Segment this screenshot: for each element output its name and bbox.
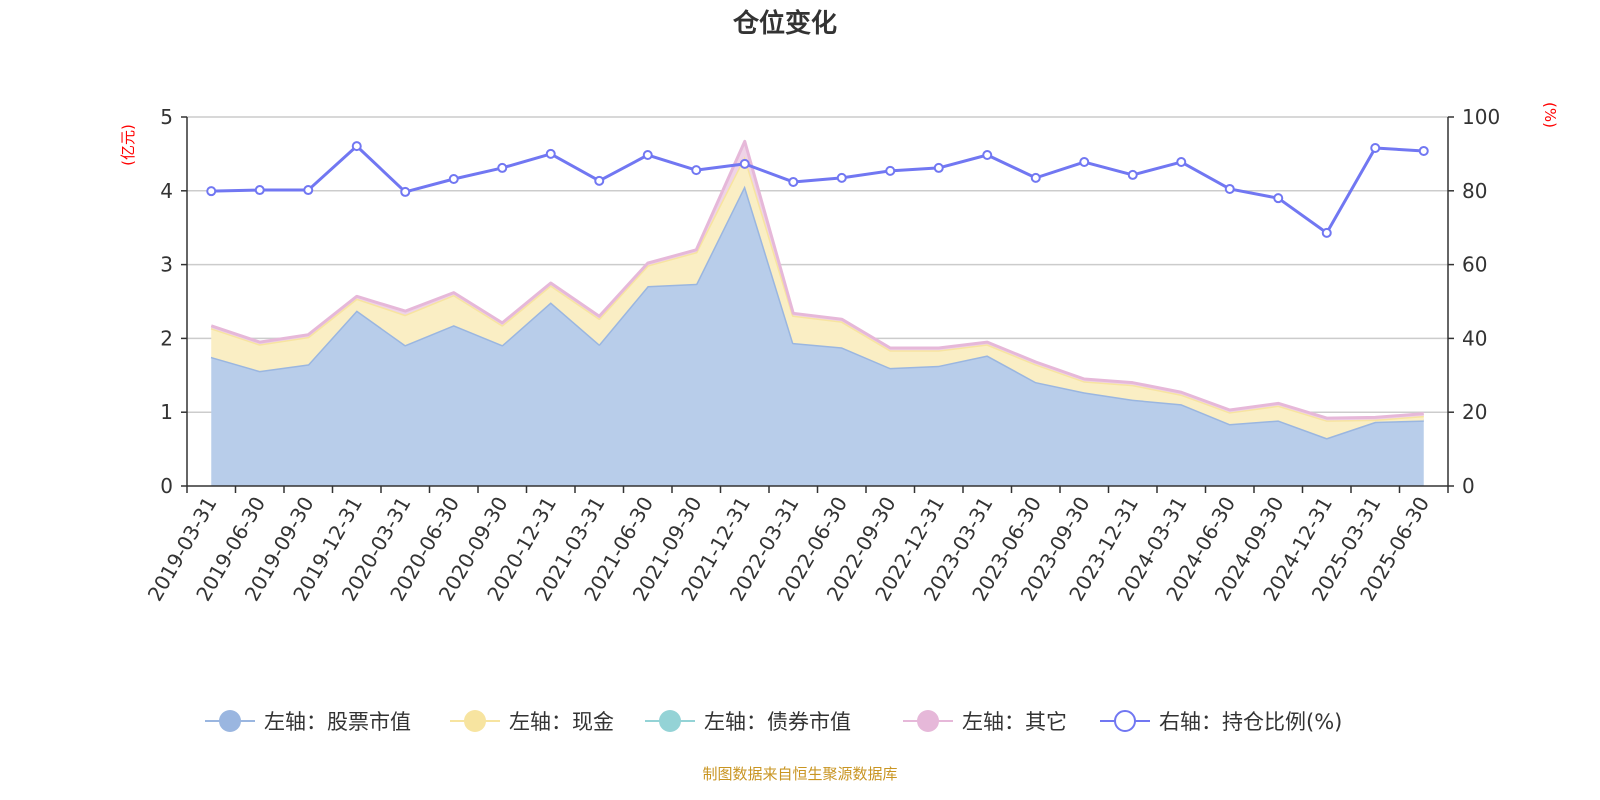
ratio-point <box>206 186 217 197</box>
ratio-point <box>400 186 411 197</box>
left-axis-tick-label: 2 <box>160 326 173 350</box>
ratio-point <box>351 141 362 152</box>
ratio-point <box>1176 157 1187 168</box>
legend-marker-icon <box>464 710 486 732</box>
ratio-point <box>254 185 265 196</box>
ratio-point <box>885 165 896 176</box>
right-axis-tick-label: 80 <box>1462 179 1487 203</box>
chart-title: 仓位变化 <box>732 8 837 39</box>
left-axis-tick-label: 1 <box>160 400 173 424</box>
ratio-point <box>982 150 993 161</box>
ratio-point <box>1273 193 1284 204</box>
legend-label: 左轴：债券市值 <box>704 710 851 734</box>
ratio-point <box>1127 169 1138 180</box>
ratio-point <box>1321 227 1332 238</box>
legend-label: 右轴：持仓比例(%) <box>1159 710 1342 734</box>
left-axis-tick-label: 0 <box>160 474 173 498</box>
ratio-point <box>1030 172 1041 183</box>
ratio-point <box>448 173 459 184</box>
ratio-point <box>642 150 653 161</box>
area-edge-左轴：其它 <box>210 139 1424 420</box>
left-axis-label: (亿元) <box>119 124 137 166</box>
legend-label: 左轴：股票市值 <box>264 710 411 734</box>
ratio-line <box>211 144 1424 235</box>
ratio-point <box>497 162 508 173</box>
legend-label: 左轴：现金 <box>509 710 614 734</box>
ratio-point <box>691 165 702 176</box>
ratio-point <box>594 175 605 186</box>
ratio-point <box>836 172 847 183</box>
legend-label: 左轴：其它 <box>962 710 1067 734</box>
data-source-footer: 制图数据来自恒生聚源数据库 <box>702 765 897 783</box>
right-axis-tick-label: 20 <box>1462 400 1487 424</box>
right-axis-label: (%) <box>1541 102 1559 128</box>
right-axis-tick-label: 100 <box>1462 105 1500 129</box>
area-左轴：股票市值 <box>211 185 1424 486</box>
left-axis-tick-label: 4 <box>160 179 173 203</box>
ratio-point <box>1079 157 1090 168</box>
legend-marker-icon <box>659 710 681 732</box>
legend-marker-icon <box>1114 710 1136 732</box>
legend-marker-icon <box>219 710 241 732</box>
right-axis-tick-label: 60 <box>1462 253 1487 277</box>
area-左轴：现金 <box>211 156 1424 439</box>
right-axis-tick-label: 0 <box>1462 474 1475 498</box>
ratio-point <box>933 162 944 173</box>
ratio-point <box>1418 145 1429 156</box>
ratio-point <box>303 185 314 196</box>
ratio-point <box>1370 142 1381 153</box>
left-axis-tick-label: 3 <box>160 253 173 277</box>
left-axis-tick-label: 5 <box>160 105 173 129</box>
ratio-point <box>788 176 799 187</box>
ratio-point <box>545 148 556 159</box>
ratio-point <box>1224 183 1235 194</box>
ratio-point <box>739 158 750 169</box>
legend-marker-icon <box>917 710 939 732</box>
right-axis-tick-label: 40 <box>1462 326 1487 350</box>
